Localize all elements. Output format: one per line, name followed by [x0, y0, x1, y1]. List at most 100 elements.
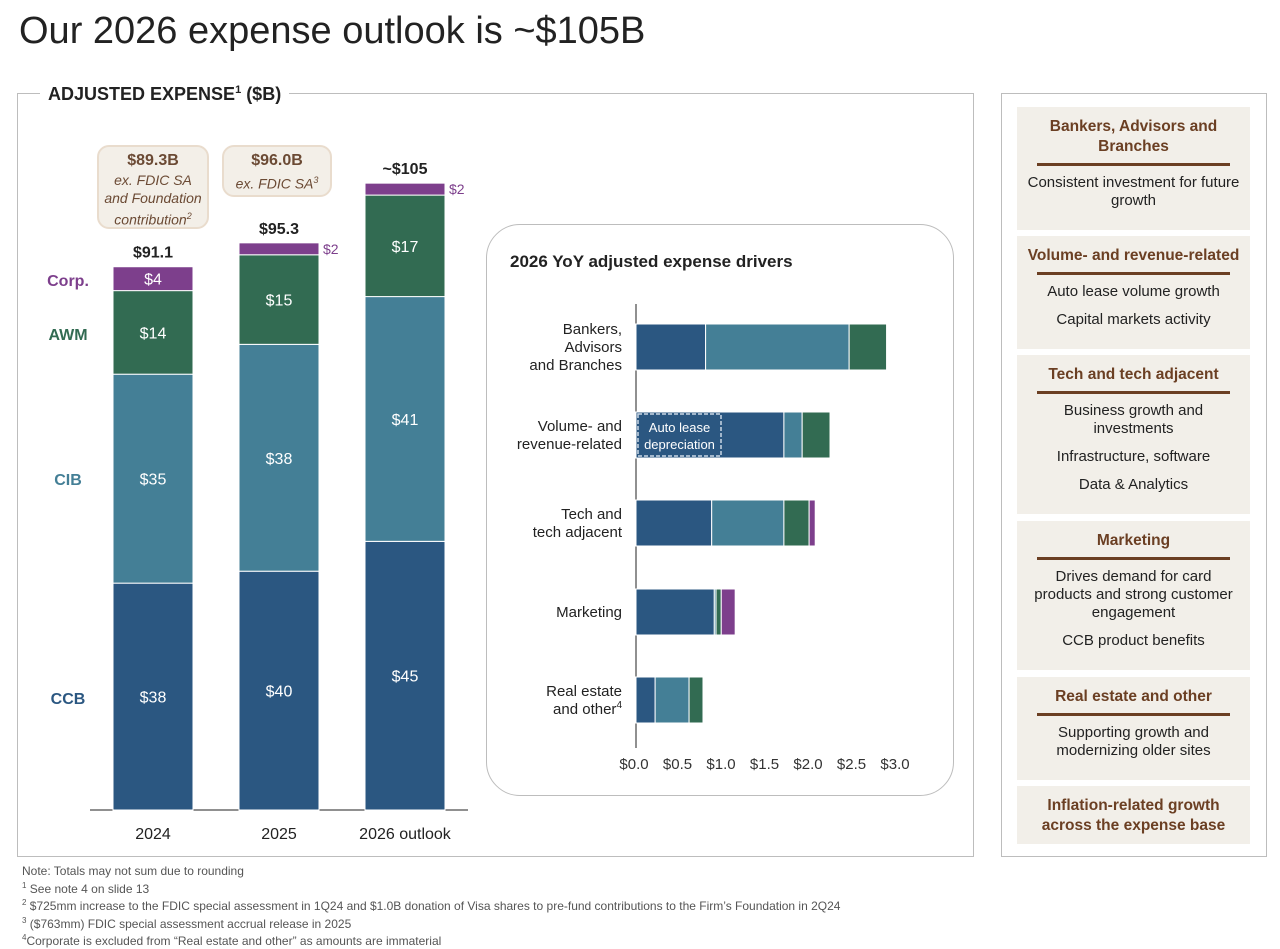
driver-description-item: Drives demand for card products and stro… — [1034, 568, 1233, 621]
adjusted-expense-panel — [17, 93, 974, 857]
category-label: 2024 — [135, 826, 171, 843]
segment-label: $17 — [392, 239, 419, 256]
driver-category-label: and other4 — [553, 700, 622, 718]
driver-description-item: Infrastructure, software — [1056, 448, 1211, 465]
driver-description-heading: Bankers, Advisors and Branches — [1049, 118, 1218, 155]
callout-value: $96.0B — [251, 152, 303, 169]
heading-rule — [1037, 163, 1230, 166]
heading-rule — [1037, 391, 1230, 394]
heading-rule — [1037, 272, 1230, 275]
driver-bar-segment — [848, 323, 888, 371]
driver-description-item: Business growth and investments — [1063, 402, 1204, 437]
footnote-text: Note: Totals may not sum due to rounding — [22, 864, 244, 878]
driver-bar-segment — [635, 411, 785, 459]
x-tick-label: $2.0 — [793, 756, 822, 773]
callout-text: ex. FDIC SA3 — [224, 171, 330, 193]
total-label: ~$105 — [383, 161, 428, 178]
segment-label: $38 — [140, 690, 167, 707]
driver-category-label: tech adjacent — [533, 524, 623, 541]
bar-segment — [364, 182, 446, 196]
category-label: 2025 — [261, 826, 297, 843]
driver-category-label: revenue-related — [517, 436, 622, 453]
callout-value: $89.3B — [127, 152, 179, 169]
driver-description-item: Consistent investment for future growth — [1027, 174, 1240, 209]
bar-segment — [238, 242, 320, 256]
label-unit: ($B) — [241, 84, 282, 104]
driver-description-heading: Tech and tech adjacent — [1048, 366, 1219, 383]
driver-description-box: Tech and tech adjacent Business growth an… — [1017, 355, 1250, 514]
driver-description-box: Inflation-related growth across the expe… — [1017, 786, 1250, 844]
auto-lease-annotation-text: Auto lease — [649, 420, 710, 435]
callout-text-line: contribution — [114, 211, 187, 228]
driver-category-label: Marketing — [556, 604, 622, 621]
driver-bar-segment — [720, 588, 736, 636]
driver-category-label: and Branches — [529, 357, 622, 374]
footnote-text: See note 4 on slide 13 — [26, 881, 150, 896]
driver-description-item: Auto lease volume growth — [1047, 283, 1220, 300]
drivers-title: 2026 YoY adjusted expense drivers — [510, 252, 793, 271]
footnote: 4Corporate is excluded from “Real estate… — [22, 931, 840, 949]
bar-segment — [112, 290, 194, 375]
driver-description-item: Capital markets activity — [1056, 311, 1211, 328]
bar-segment — [112, 582, 194, 811]
right-panel — [1001, 93, 1267, 857]
callout-text-line: ex. FDIC SA — [235, 175, 314, 192]
series-label-ccb: CCB — [51, 691, 86, 708]
driver-bar-segment — [808, 499, 816, 547]
driver-category-label: Advisors — [564, 339, 622, 356]
driver-category-label: Real estate — [546, 683, 622, 700]
callout-2024: $89.3B ex. FDIC SA and Foundation contri… — [97, 145, 209, 229]
segment-label: $15 — [266, 293, 293, 310]
driver-bar-segment — [801, 411, 831, 459]
driver-description-box: Bankers, Advisors and Branches Consistent… — [1017, 107, 1250, 230]
footnote: 3 ($763mm) FDIC special assessment accru… — [22, 914, 840, 932]
driver-description-box: Real estate and other Supporting growth a… — [1017, 677, 1250, 780]
footnote: 1 See note 4 on slide 13 — [22, 879, 840, 897]
bar-segment — [112, 373, 194, 584]
label-sup: 1 — [235, 84, 242, 96]
x-tick-label: $1.5 — [750, 756, 779, 773]
driver-bar-segment — [688, 676, 704, 724]
footnote-text: $725mm increase to the FDIC special asse… — [26, 899, 841, 914]
driver-description-item: CCB product benefits — [1062, 632, 1205, 649]
driver-bar-segment — [654, 676, 690, 724]
x-tick-label: $2.5 — [837, 756, 866, 773]
driver-bar-segment — [705, 323, 850, 371]
footnote-text: ($763mm) FDIC special assessment accrual… — [26, 916, 352, 931]
adjusted-expense-label: ADJUSTED EXPENSE1 ($B) — [40, 84, 290, 105]
callout-text: contribution2 — [99, 207, 207, 229]
page-title: Our 2026 expense outlook is ~$105B — [19, 10, 646, 52]
total-label: $95.3 — [259, 221, 299, 238]
driver-category-label: Volume- and — [538, 418, 622, 435]
segment-label: $14 — [140, 325, 167, 342]
footnote-number: 2 — [22, 898, 27, 908]
x-tick-label: $0.0 — [619, 756, 648, 773]
callout-2025: $96.0B ex. FDIC SA3 — [222, 145, 332, 197]
segment-label: $38 — [266, 451, 293, 468]
driver-category-label: Tech and — [561, 506, 622, 523]
callout-text: and Foundation — [104, 190, 202, 206]
segment-label: $35 — [140, 472, 167, 489]
bar-segment — [238, 254, 320, 345]
driver-description-box: Volume- and revenue-related Auto lease vo… — [1017, 236, 1250, 349]
driver-bar-segment — [635, 588, 715, 636]
footnote-number: 3 — [22, 915, 27, 925]
heading-rule — [1037, 713, 1230, 716]
x-tick-label: $0.5 — [663, 756, 692, 773]
series-label-cib: CIB — [54, 472, 82, 489]
driver-description-heading: Real estate and other — [1055, 688, 1212, 705]
driver-bar-segment — [711, 499, 785, 547]
segment-label: $45 — [392, 669, 419, 686]
auto-lease-annotation-text: depreciation — [644, 437, 715, 452]
driver-bar-segment — [783, 499, 810, 547]
driver-bar-segment — [783, 411, 803, 459]
drivers-panel — [486, 224, 954, 796]
segment-label: $2 — [323, 241, 339, 257]
driver-bar-segment — [635, 323, 707, 371]
driver-description-heading: Volume- and revenue-related — [1027, 247, 1240, 264]
callout-sup: 3 — [313, 175, 319, 185]
category-label: 2026 outlook — [359, 826, 452, 843]
bar-segment — [238, 343, 320, 572]
series-label-awm: AWM — [48, 327, 87, 344]
